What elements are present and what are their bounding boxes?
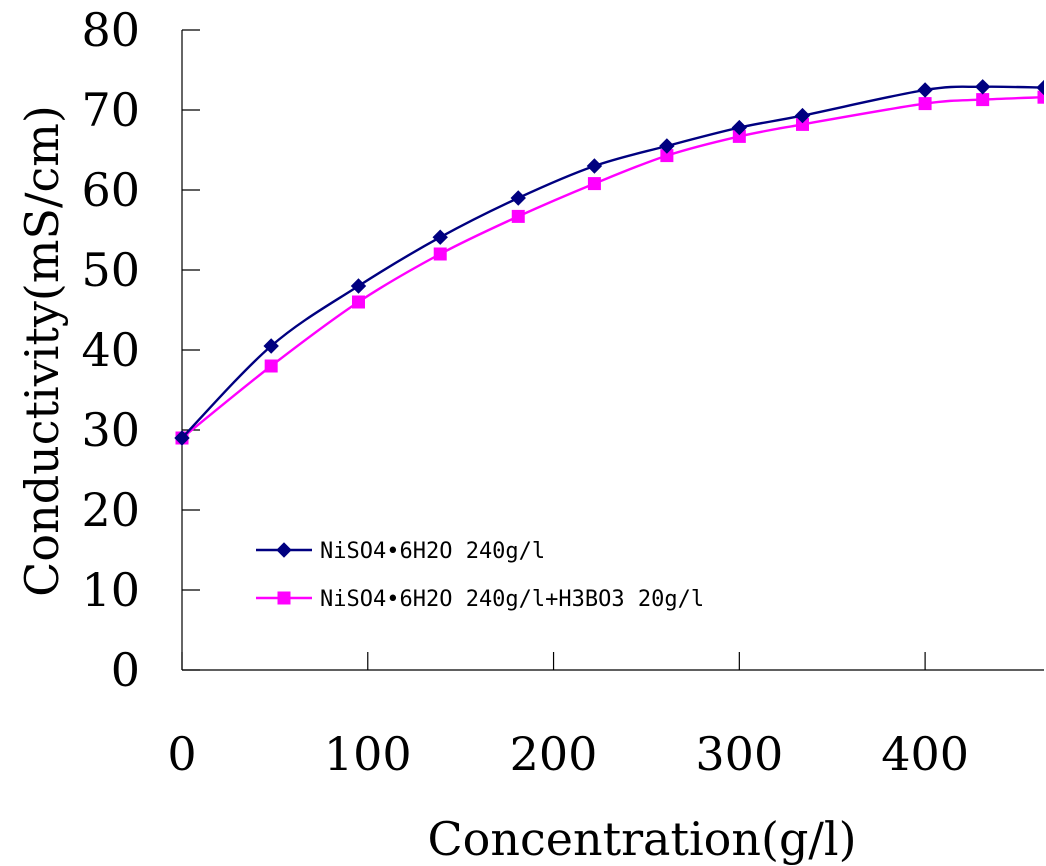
data-point: [263, 338, 279, 354]
x-tick-label: 100: [324, 727, 412, 781]
legend-label: NiSO4•6H2O 240g/l: [320, 539, 545, 564]
y-tick-label: 60: [81, 163, 140, 217]
y-tick-label: 40: [81, 323, 140, 377]
series-line: [181, 85, 1044, 439]
x-tick-label: 400: [881, 727, 969, 781]
data-point: [510, 190, 526, 206]
y-axis: 0 10 20 30 40 50 60 70 80: [81, 3, 200, 697]
y-tick-label: 80: [81, 3, 140, 57]
legend: NiSO4•6H2O 240g/l NiSO4•6H2O 240g/l+H3BO3…: [256, 539, 704, 612]
data-point: [1037, 90, 1044, 104]
x-tick-label: 200: [510, 727, 598, 781]
data-point: [350, 278, 367, 294]
x-tick-label: 0: [167, 727, 196, 781]
series-layer: [174, 79, 1044, 446]
series-2: [175, 90, 1044, 445]
data-point: [351, 295, 365, 309]
data-point: [794, 107, 811, 124]
data-point: [264, 359, 278, 373]
y-tick-label: 0: [111, 643, 140, 697]
data-point: [974, 79, 991, 95]
y-tick-label: 20: [81, 483, 140, 537]
legend-label: NiSO4•6H2O 240g/l+H3BO3 20g/l: [320, 587, 704, 612]
y-axis-title: Conductivity(mS/cm): [15, 105, 69, 597]
y-tick-label: 70: [81, 83, 140, 137]
data-point: [659, 138, 675, 154]
x-tick-label: 300: [695, 727, 783, 781]
legend-marker: [277, 591, 291, 605]
data-point: [586, 158, 603, 174]
data-point: [976, 93, 990, 107]
y-tick-label: 10: [81, 563, 140, 617]
data-point: [432, 229, 448, 245]
y-tick-label: 50: [81, 243, 140, 297]
legend-marker: [276, 542, 292, 558]
data-point: [587, 177, 601, 191]
data-point: [511, 209, 525, 223]
y-tick-label: 30: [81, 403, 140, 457]
data-point: [1036, 79, 1044, 96]
data-point: [731, 119, 748, 136]
x-axis: 0 100 200 300 400: [167, 652, 1044, 781]
data-point: [433, 247, 447, 261]
series-1: [174, 79, 1044, 446]
x-axis-title: Concentration(g/l): [427, 812, 856, 866]
data-point: [174, 430, 190, 446]
series-line: [181, 96, 1044, 439]
data-point: [917, 82, 933, 98]
data-point: [918, 97, 932, 111]
